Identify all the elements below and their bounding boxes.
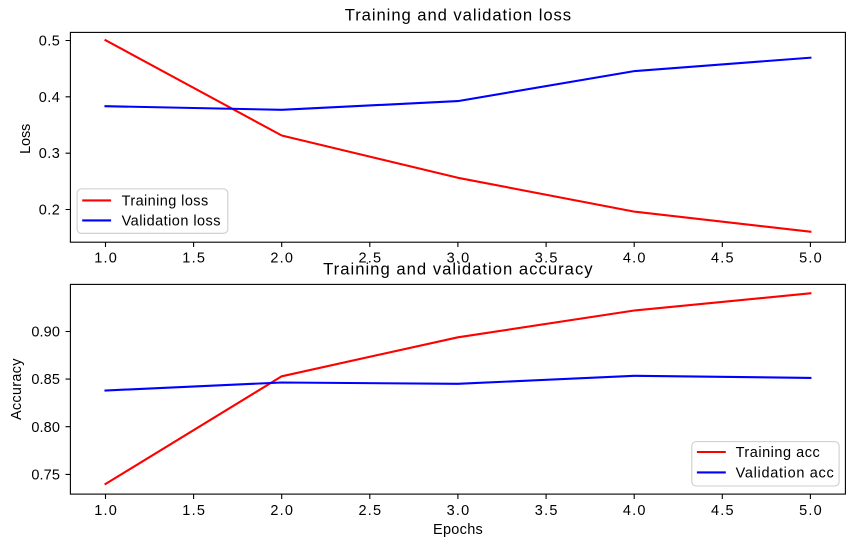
svg-text:0.90: 0.90 xyxy=(31,325,60,341)
svg-text:3.5: 3.5 xyxy=(535,503,558,519)
svg-text:4.0: 4.0 xyxy=(623,503,646,519)
svg-text:3.5: 3.5 xyxy=(535,250,558,266)
svg-text:Training and validation loss: Training and validation loss xyxy=(345,5,571,24)
svg-text:Training loss: Training loss xyxy=(122,193,209,209)
svg-text:4.0: 4.0 xyxy=(623,250,646,266)
svg-text:5.0: 5.0 xyxy=(799,250,822,266)
svg-text:0.80: 0.80 xyxy=(31,420,60,436)
svg-text:0.5: 0.5 xyxy=(39,34,60,50)
svg-text:Training and validation accura: Training and validation accuracy xyxy=(323,260,593,279)
svg-text:0.2: 0.2 xyxy=(39,203,60,219)
svg-text:1.0: 1.0 xyxy=(94,250,117,266)
svg-text:Validation loss: Validation loss xyxy=(122,213,221,229)
svg-text:0.3: 0.3 xyxy=(39,146,60,162)
svg-text:0.4: 0.4 xyxy=(39,90,60,106)
svg-text:1.5: 1.5 xyxy=(182,503,205,519)
svg-text:1.0: 1.0 xyxy=(94,503,117,519)
svg-text:Validation acc: Validation acc xyxy=(736,465,834,481)
svg-text:Accuracy: Accuracy xyxy=(9,358,25,420)
svg-text:1.5: 1.5 xyxy=(182,250,205,266)
svg-text:Epochs: Epochs xyxy=(433,522,483,538)
svg-text:4.5: 4.5 xyxy=(711,250,734,266)
svg-text:3.0: 3.0 xyxy=(447,503,470,519)
svg-text:5.0: 5.0 xyxy=(799,503,822,519)
svg-text:3.0: 3.0 xyxy=(447,250,470,266)
svg-text:2.0: 2.0 xyxy=(270,250,293,266)
svg-text:4.5: 4.5 xyxy=(711,503,734,519)
svg-text:2.5: 2.5 xyxy=(359,250,382,266)
svg-text:0.85: 0.85 xyxy=(31,372,60,388)
svg-text:2.0: 2.0 xyxy=(270,503,293,519)
svg-text:2.5: 2.5 xyxy=(359,503,382,519)
svg-text:Training acc: Training acc xyxy=(736,445,820,461)
svg-text:Loss: Loss xyxy=(18,124,34,154)
svg-text:0.75: 0.75 xyxy=(31,467,60,483)
